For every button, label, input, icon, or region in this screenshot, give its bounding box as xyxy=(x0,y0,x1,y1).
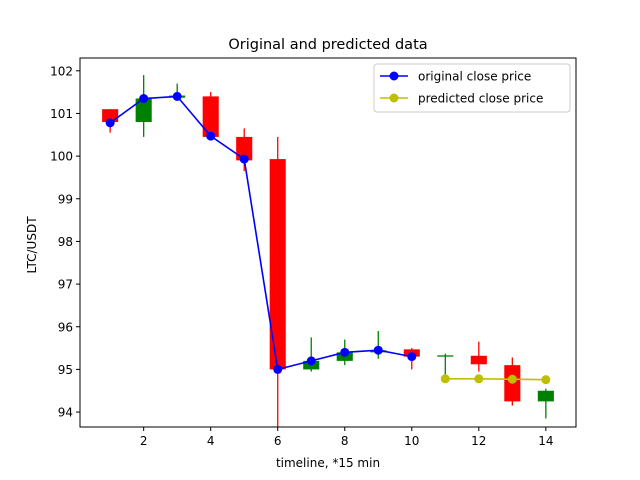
series-1-point-4 xyxy=(206,131,216,141)
x-tick-label-4: 4 xyxy=(207,434,215,448)
y-tick-label-94: 94 xyxy=(58,406,73,420)
candle-body-6 xyxy=(269,159,286,370)
chart-title: Original and predicted data xyxy=(228,37,427,53)
series-1-point-9 xyxy=(373,345,383,355)
y-tick-label-98: 98 xyxy=(58,235,73,249)
plot-marks xyxy=(102,75,554,427)
y-tick-label-102: 102 xyxy=(50,64,73,78)
x-tick-label-8: 8 xyxy=(341,434,349,448)
candle-body-4 xyxy=(202,96,219,137)
legend-label-2: predicted close price xyxy=(418,92,543,106)
legend-label-1: original close price xyxy=(418,70,531,84)
plot-area: 2 4 6 8 10 12 14 94 95 96 97 98 99 100 101 102 xyxy=(50,57,577,448)
series-line-2 xyxy=(445,377,546,381)
legend-marker-2 xyxy=(389,93,399,103)
y-tick-label-97: 97 xyxy=(58,278,73,292)
series-2-point-3 xyxy=(507,374,517,384)
legend-box xyxy=(373,63,571,113)
series-2-point-4 xyxy=(541,375,551,385)
series-line-1 xyxy=(109,95,412,371)
x-tick-label-2: 2 xyxy=(140,434,148,448)
series-2-point-2 xyxy=(474,374,484,384)
x-tick-label-6: 6 xyxy=(274,434,282,448)
legend-marker-1 xyxy=(389,71,399,81)
y-tick-label-96: 96 xyxy=(58,320,73,334)
series-1-point-8 xyxy=(340,347,350,357)
series-1-point-1 xyxy=(105,118,115,128)
y-tick-label-100: 100 xyxy=(50,150,73,164)
axes-frame xyxy=(79,57,577,428)
series-1-point-2 xyxy=(139,94,149,104)
candle-body-1 xyxy=(102,109,119,122)
candle-body-11 xyxy=(437,355,454,357)
series-1-point-6 xyxy=(273,364,283,374)
series-1-point-3 xyxy=(172,91,182,101)
series-1-point-5 xyxy=(239,154,249,164)
series-2-point-1 xyxy=(440,374,450,384)
x-tick-label-12: 12 xyxy=(471,434,486,448)
candle-body-12 xyxy=(470,355,487,365)
y-tick-label-95: 95 xyxy=(58,363,73,377)
candle-body-14 xyxy=(537,390,554,402)
y-axis-label: LTC/USDT xyxy=(25,216,39,274)
series-1-point-7 xyxy=(306,356,316,366)
y-tick-label-99: 99 xyxy=(58,192,73,206)
x-axis-label: timeline, *15 min xyxy=(276,456,380,470)
x-tick-label-10: 10 xyxy=(404,434,419,448)
y-tick-label-101: 101 xyxy=(50,107,73,121)
candle-body-5 xyxy=(236,136,253,161)
series-1-point-10 xyxy=(407,352,417,362)
candle-body-2 xyxy=(135,98,152,122)
x-tick-label-14: 14 xyxy=(538,434,553,448)
legend: original close price predicted close pric… xyxy=(373,63,571,113)
